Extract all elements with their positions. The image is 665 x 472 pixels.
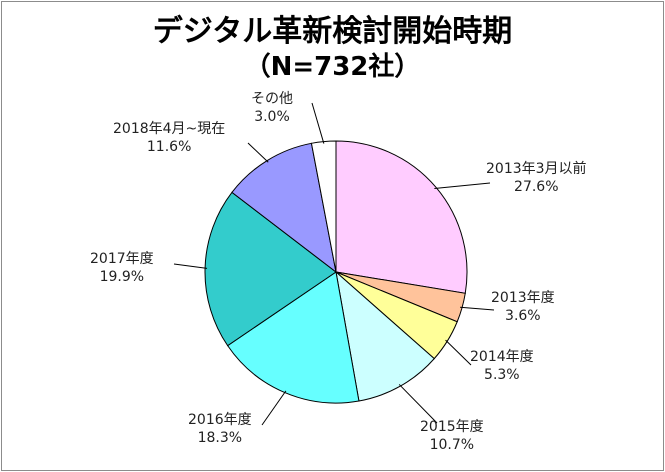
slice-name: 2016年度 bbox=[188, 412, 252, 428]
leader-line bbox=[445, 339, 472, 366]
leader-line bbox=[247, 142, 269, 163]
slice-value: 11.6% bbox=[146, 139, 192, 155]
slice-value: 3.0% bbox=[254, 109, 290, 125]
leader-line bbox=[261, 390, 287, 426]
slice-name: 2013年3月以前 bbox=[486, 161, 587, 177]
slice-value: 27.6% bbox=[514, 179, 559, 195]
slice-label-2016: 2016年度 18.3% bbox=[188, 411, 252, 447]
leader-line bbox=[434, 182, 491, 190]
slice-value: 18.3% bbox=[197, 430, 243, 446]
slice-label-2014: 2014年度 5.3% bbox=[470, 348, 534, 384]
chart-title: デジタル革新検討開始時期 bbox=[152, 14, 513, 49]
leader-line bbox=[311, 102, 325, 144]
pie-slice bbox=[335, 270, 435, 402]
slice-label-2017: 2017年度 19.9% bbox=[90, 250, 154, 286]
slice-name: 2018年4月~現在 bbox=[113, 121, 226, 137]
slice-name: 2013年度 bbox=[491, 290, 555, 306]
slice-name: 2014年度 bbox=[470, 349, 534, 365]
slice-label-other: その他 3.0% bbox=[251, 90, 293, 126]
slice-label-2015: 2015年度 10.7% bbox=[420, 418, 484, 454]
slice-name: 2017年度 bbox=[90, 251, 154, 267]
slice-label-2013: 2013年度 3.6% bbox=[491, 289, 555, 325]
leader-line bbox=[398, 384, 438, 424]
slice-name: その他 bbox=[251, 91, 293, 107]
chart-subtitle: （N=732社） bbox=[244, 52, 421, 82]
leader-line bbox=[460, 306, 495, 311]
slice-value: 19.9% bbox=[99, 269, 145, 285]
slice-value: 10.7% bbox=[429, 437, 475, 453]
slice-name: 2015年度 bbox=[420, 419, 484, 435]
slice-value: 3.6% bbox=[505, 308, 541, 324]
slice-value: 5.3% bbox=[484, 367, 520, 383]
pie-slice bbox=[335, 140, 468, 294]
slice-label-2013-03-before: 2013年3月以前 27.6% bbox=[486, 160, 587, 196]
slice-label-2018-04-now: 2018年4月~現在 11.6% bbox=[113, 120, 225, 156]
leader-line bbox=[173, 263, 208, 269]
